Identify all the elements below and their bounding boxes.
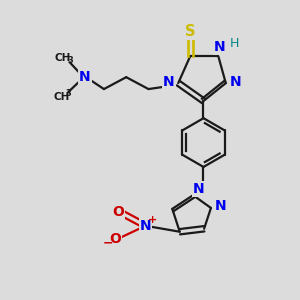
Text: N: N: [214, 40, 226, 54]
Text: −: −: [103, 236, 113, 250]
Text: 3: 3: [68, 56, 73, 65]
Text: O: O: [109, 232, 121, 246]
Text: 3: 3: [66, 89, 72, 98]
Text: N: N: [140, 219, 152, 233]
Text: N: N: [193, 182, 204, 196]
Text: N: N: [79, 70, 90, 84]
Text: S: S: [185, 24, 195, 39]
Text: H: H: [230, 37, 239, 50]
Text: CH: CH: [53, 92, 70, 101]
Text: N: N: [163, 75, 175, 88]
Text: CH: CH: [55, 53, 71, 63]
Text: O: O: [112, 206, 124, 219]
Text: N: N: [230, 75, 241, 88]
Text: N: N: [214, 200, 226, 214]
Text: +: +: [148, 215, 157, 225]
